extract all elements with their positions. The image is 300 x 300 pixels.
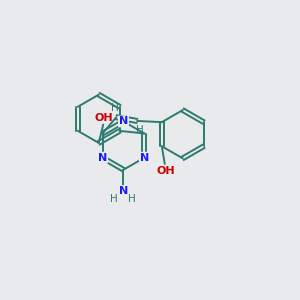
Text: N: N [98, 153, 107, 163]
Text: N: N [140, 153, 149, 163]
Text: H: H [128, 194, 136, 204]
Text: OH: OH [157, 166, 176, 176]
Text: H: H [111, 103, 118, 113]
Text: OH: OH [94, 113, 113, 123]
Text: H: H [110, 194, 118, 204]
Text: N: N [119, 186, 128, 196]
Text: N: N [119, 116, 128, 126]
Text: H: H [136, 125, 144, 135]
